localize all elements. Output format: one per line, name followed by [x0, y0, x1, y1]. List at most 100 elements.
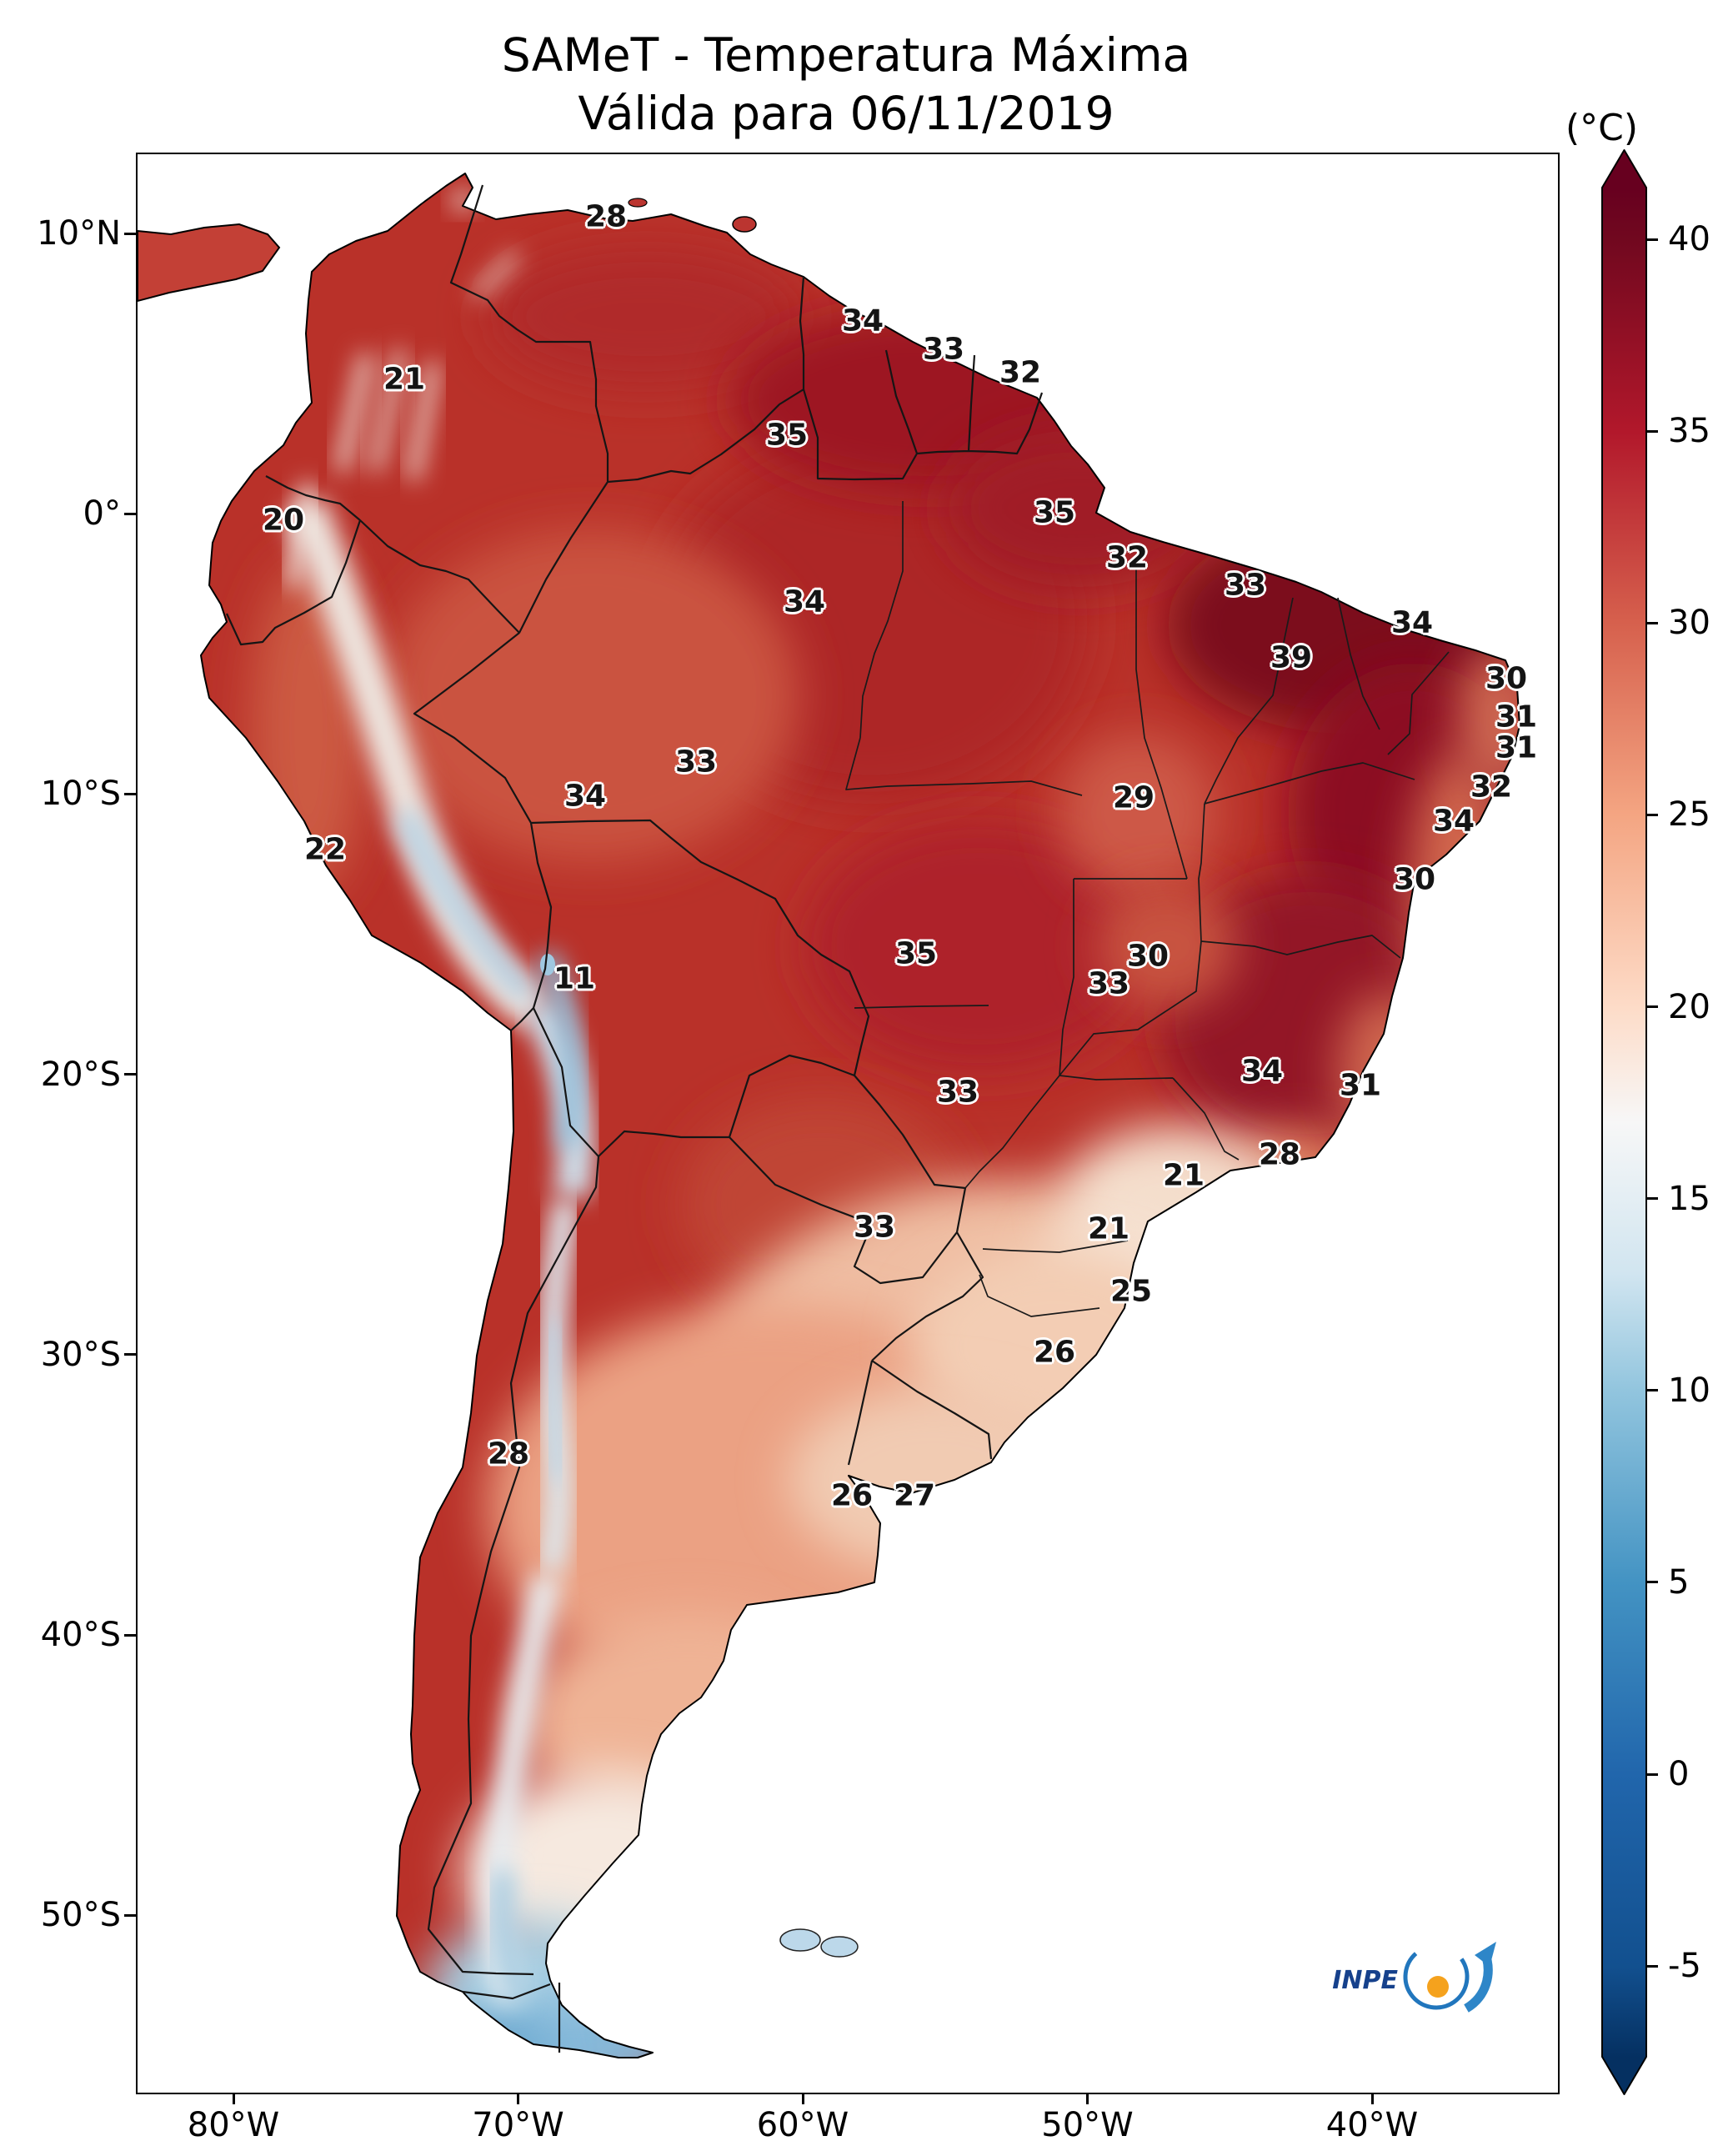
temp-label: 34: [1240, 1054, 1284, 1089]
temp-label: 28: [584, 199, 628, 234]
temp-label: 21: [1087, 1211, 1130, 1246]
lat-tick-mark: [124, 792, 136, 795]
temp-label: 35: [1033, 495, 1076, 530]
temperature-field: [201, 173, 1520, 2058]
colorbar-tick-label: 35: [1668, 412, 1710, 451]
country-borders: [226, 184, 1044, 2053]
lat-tick-mark: [124, 1073, 136, 1076]
temp-label: 33: [936, 1075, 979, 1110]
colorbar-tick-label: 0: [1668, 1755, 1690, 1794]
temp-label: 30: [1126, 939, 1170, 974]
lon-tick-mark: [801, 2093, 804, 2104]
temp-label: 27: [893, 1478, 936, 1513]
temp-label: 39: [1270, 640, 1313, 675]
lon-tick-label: 80°W: [187, 2106, 280, 2144]
temp-label: 32: [999, 355, 1042, 390]
colorbar-tick-label: 15: [1668, 1179, 1710, 1218]
temp-label: 33: [1087, 966, 1130, 1001]
colorbar-tick-mark: [1646, 813, 1658, 816]
colorbar-tick-mark: [1646, 1964, 1658, 1968]
south-america-map: INPE: [138, 173, 1520, 2058]
colorbar-tick-label: 20: [1668, 987, 1710, 1026]
temp-label: 35: [765, 418, 809, 453]
temp-label: 26: [1033, 1335, 1076, 1370]
inpe-logo-orange-dot: [1427, 1976, 1449, 1998]
lat-tick-label: 30°S: [40, 1335, 121, 1374]
temp-label: 25: [1109, 1274, 1153, 1309]
colorbar-tick-label: 25: [1668, 795, 1710, 835]
colorbar-tick-mark: [1646, 238, 1658, 241]
lon-tick-mark: [232, 2093, 235, 2104]
temp-label: 33: [922, 332, 965, 367]
temp-label: 21: [383, 362, 426, 397]
lon-tick-mark: [517, 2093, 519, 2104]
chart-title: SAMeT - Temperatura Máxima: [501, 28, 1191, 82]
colorbar-gradient: [1601, 149, 1647, 2095]
colorbar-tick-mark: [1646, 1197, 1658, 1201]
temp-label: 33: [1224, 568, 1267, 603]
lon-tick-mark: [1086, 2093, 1089, 2104]
colorbar-tick-mark: [1646, 429, 1658, 433]
temp-label: 31: [1495, 730, 1538, 765]
lon-tick-label: 60°W: [756, 2106, 849, 2144]
temp-label: 31: [1495, 699, 1538, 735]
temp-label: 30: [1485, 661, 1528, 696]
lon-tick-label: 70°W: [472, 2106, 564, 2144]
lon-tick-label: 50°W: [1041, 2106, 1134, 2144]
lat-tick-mark: [124, 1353, 136, 1356]
colorbar-tick-mark: [1646, 621, 1658, 624]
panama-landmass: [138, 223, 281, 303]
temp-label: 11: [553, 961, 596, 996]
margarita-island: [628, 198, 648, 208]
colorbar: [1601, 149, 1647, 2095]
temp-label: 21: [1162, 1158, 1205, 1193]
temp-label: 32: [1105, 540, 1149, 575]
colorbar-tick-label: -5: [1668, 1947, 1701, 1986]
lat-tick-label: 20°S: [40, 1055, 121, 1094]
brazil-state-borders: [845, 501, 1450, 1317]
temp-label: 29: [1112, 780, 1155, 815]
colorbar-tick-label: 30: [1668, 604, 1710, 643]
map-plot: INPE 28 34 33 32 21 35 35 20 32 33 34 34 39 30 31 31 33 3…: [136, 153, 1560, 2094]
temp-label: 22: [303, 832, 347, 867]
temp-label: 33: [674, 745, 718, 780]
colorbar-tick-label: 10: [1668, 1371, 1710, 1410]
temp-label: 34: [841, 303, 884, 338]
temp-label: 32: [1470, 770, 1513, 805]
inpe-logo-text: INPE: [1332, 1966, 1398, 1995]
lat-tick-label: 10°N: [37, 214, 121, 253]
lat-tick-label: 10°S: [40, 775, 121, 814]
temp-label: 34: [783, 584, 826, 619]
trinidad-island: [732, 216, 757, 233]
lat-tick-mark: [124, 512, 136, 515]
temp-label: 26: [830, 1478, 874, 1513]
lat-tick-label: 40°S: [40, 1616, 121, 1654]
chart-subtitle: Válida para 06/11/2019: [578, 87, 1114, 140]
temp-label: 34: [1432, 804, 1475, 839]
temp-label: 31: [1339, 1068, 1382, 1103]
colorbar-unit-label: (°C): [1565, 107, 1639, 149]
lon-tick-mark: [1370, 2093, 1374, 2104]
lon-tick-label: 40°W: [1325, 2106, 1419, 2144]
lat-tick-mark: [124, 1913, 136, 1917]
temp-label: 28: [1258, 1137, 1301, 1172]
colorbar-tick-label: 5: [1668, 1562, 1690, 1602]
temp-label: 33: [853, 1210, 896, 1245]
falkland-islands: [779, 1928, 859, 1958]
colorbar-tick-label: 40: [1668, 220, 1710, 258]
colorbar-tick-mark: [1646, 1772, 1658, 1776]
lat-tick-mark: [124, 1633, 136, 1637]
temp-label: 28: [487, 1436, 530, 1472]
colorbar-tick-mark: [1646, 1389, 1658, 1392]
temp-label: 30: [1393, 862, 1436, 897]
temp-label: 20: [262, 503, 305, 538]
lat-tick-label: 0°: [83, 494, 121, 534]
lat-tick-mark: [124, 232, 136, 235]
colorbar-tick-mark: [1646, 1005, 1658, 1009]
temp-label: 35: [894, 936, 938, 971]
lat-tick-label: 50°S: [40, 1896, 121, 1935]
temp-label: 34: [563, 779, 607, 814]
colorbar-tick-mark: [1646, 1581, 1658, 1584]
coastline: [200, 173, 1520, 2058]
